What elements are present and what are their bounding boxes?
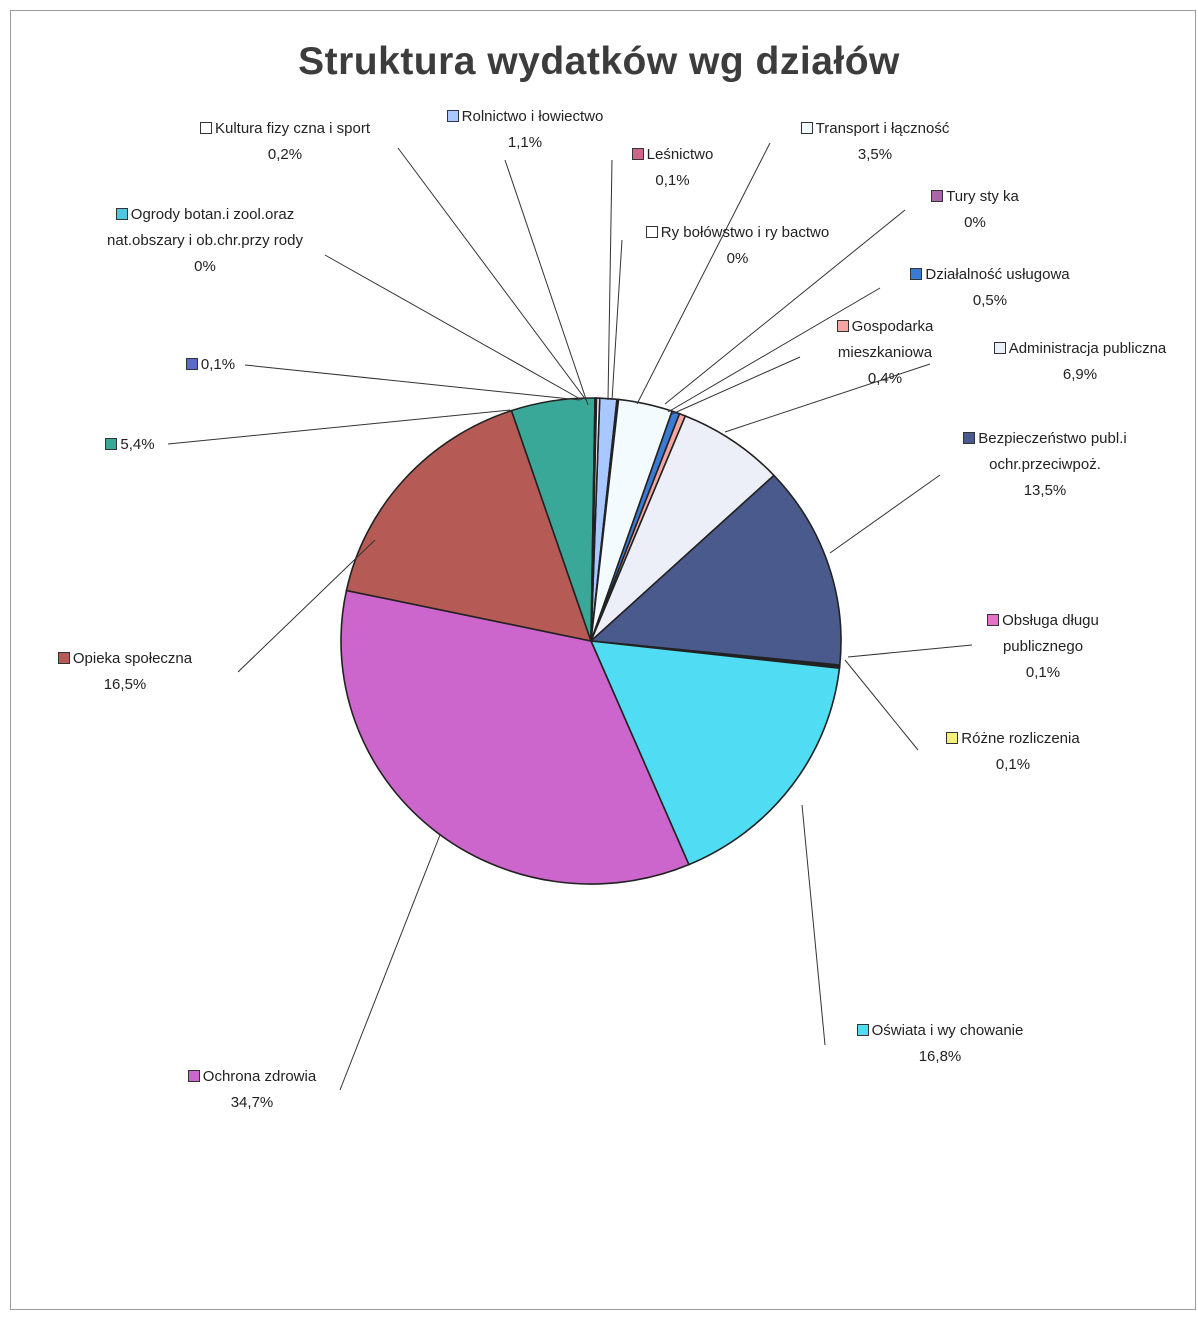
chart-title: Struktura wydatków wg działów: [298, 40, 900, 83]
leader-line: [847, 644, 973, 658]
leader-line: [324, 254, 583, 401]
pie-slice: [590, 397, 601, 642]
slice-name: Różne rozliczenia: [961, 730, 1080, 747]
legend-swatch: [987, 614, 1000, 626]
slice-label: 0,1%: [168, 352, 253, 378]
slice-label: Ochrona zdrowia 34,7%: [152, 1064, 352, 1116]
chart-frame: [10, 10, 1196, 1310]
pie-slice: [345, 409, 593, 643]
leader-line: [397, 147, 587, 401]
slice-value: 3,5%: [857, 146, 893, 163]
slice-label: Oświata i wy chowanie 16,8%: [830, 1018, 1050, 1070]
slice-label: Obsługa długu publicznego 0,1%: [968, 608, 1118, 686]
slice-value: 0%: [964, 214, 986, 231]
pie-slice: [589, 474, 842, 666]
leader-line: [664, 209, 906, 405]
slice-name: Tury sty ka: [946, 188, 1019, 205]
leader-line: [671, 356, 801, 415]
legend-swatch: [963, 432, 976, 444]
leader-line: [339, 834, 441, 1091]
leader-lines: [167, 142, 973, 1091]
pie-slices: [340, 397, 842, 885]
slice-name: Ochrona zdrowia: [202, 1068, 317, 1085]
leader-line: [607, 159, 613, 401]
leader-line: [504, 159, 589, 406]
slice-label: Rolnictwo i łowiectwo 1,1%: [420, 104, 630, 156]
slice-value: 0,5%: [972, 292, 1008, 309]
leader-line: [611, 239, 623, 401]
slice-value: 0,1%: [1025, 664, 1061, 681]
slice-value: 16,5%: [103, 676, 147, 693]
slice-label: Ry bołówstwo i ry bactwo 0%: [615, 220, 860, 272]
legend-swatch: [446, 110, 459, 122]
slice-label: Bezpieczeństwo publ.i ochr.przeciwpoż. 13…: [960, 426, 1130, 504]
slice-name: Rolnictwo i łowiectwo: [461, 108, 604, 125]
slice-label: Różne rozliczenia 0,1%: [918, 726, 1108, 778]
pie-slice: [589, 640, 841, 866]
slice-label: Tury sty ka 0%: [910, 184, 1040, 236]
legend-swatch: [199, 122, 212, 134]
legend-swatch: [115, 208, 128, 220]
leader-line: [724, 363, 931, 433]
slice-label: 5,4%: [90, 432, 170, 458]
slice-label: Administracja publiczna 6,9%: [965, 336, 1195, 388]
pie-slice: [590, 414, 776, 642]
slice-value: 0%: [194, 258, 216, 275]
slice-label: Kultura fizy czna i sport 0,2%: [170, 116, 400, 168]
slice-value: 0,1%: [655, 172, 690, 189]
slice-value: 0,2%: [267, 146, 303, 163]
legend-swatch: [910, 268, 923, 280]
leader-line: [801, 804, 826, 1046]
slice-name: Gospodarka mieszkaniowa: [837, 318, 934, 361]
legend-swatch: [105, 438, 118, 450]
slice-name: Opieka społeczna: [72, 650, 193, 667]
legend-swatch: [993, 342, 1006, 354]
slice-label: Leśnictwo 0,1%: [620, 142, 725, 194]
slice-label: Transport i łączność 3,5%: [770, 116, 980, 168]
slice-name: Bezpieczeństwo publ.i ochr.przeciwpoż.: [978, 430, 1127, 473]
leader-line: [829, 474, 941, 554]
slice-label: Ogrody botan.i zool.oraz nat.obszary i o…: [80, 202, 330, 280]
legend-swatch: [185, 358, 198, 370]
slice-name: Obsługa długu publicznego: [1002, 612, 1099, 655]
leader-line: [636, 142, 771, 405]
leader-line: [667, 287, 881, 413]
legend-swatch: [931, 190, 944, 202]
slice-name: Oświata i wy chowanie: [871, 1022, 1024, 1039]
slice-label: Działalność usługowa 0,5%: [885, 262, 1095, 314]
slice-name: Ogrody botan.i zool.oraz nat.obszary i o…: [107, 206, 303, 249]
slice-label: Gospodarka mieszkaniowa 0,4%: [810, 314, 960, 392]
slice-label: Opieka społeczna 16,5%: [45, 646, 205, 698]
slice-name: Kultura fizy czna i sport: [214, 120, 371, 137]
slice-name: Ry bołówstwo i ry bactwo: [660, 224, 830, 241]
legend-swatch: [187, 1070, 200, 1082]
legend-swatch: [836, 320, 849, 332]
slice-name: Administracja publiczna: [1008, 340, 1167, 357]
leader-line: [844, 659, 919, 751]
slice-value: 34,7%: [230, 1094, 274, 1111]
slice-value: 0%: [726, 250, 749, 267]
slice-value: 6,9%: [1062, 366, 1098, 383]
slice-name: 0,1%: [200, 356, 236, 373]
slice-value: 1,1%: [507, 134, 543, 151]
leader-line: [244, 364, 581, 401]
slice-value: 13,5%: [1023, 482, 1067, 499]
legend-swatch: [645, 226, 658, 238]
slice-name: Leśnictwo: [646, 146, 714, 163]
legend-swatch: [57, 652, 70, 664]
slice-value: 0,4%: [867, 370, 903, 387]
leader-line: [237, 539, 376, 673]
legend-swatch: [631, 148, 644, 160]
leader-line: [167, 409, 511, 445]
pie-slice: [340, 589, 690, 885]
legend-swatch: [856, 1024, 869, 1036]
legend-swatch: [800, 122, 813, 134]
slice-value: 16,8%: [918, 1048, 962, 1065]
slice-value: 0,1%: [995, 756, 1031, 773]
slice-name: Działalność usługowa: [925, 266, 1070, 283]
slice-name: 5,4%: [120, 436, 155, 453]
slice-name: Transport i łączność: [815, 120, 950, 137]
legend-swatch: [946, 732, 959, 744]
